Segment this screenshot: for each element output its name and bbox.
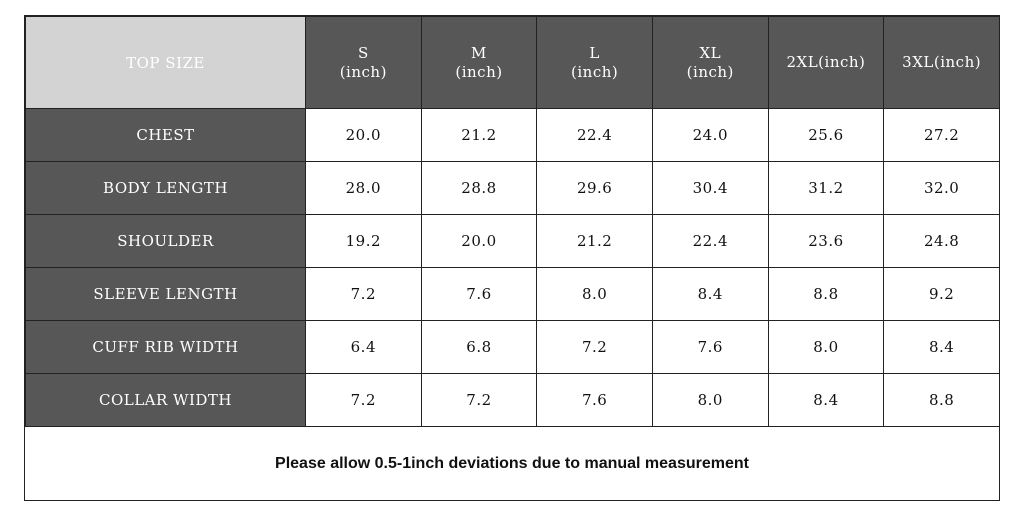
table-row: COLLAR WIDTH 7.2 7.2 7.6 8.0 8.4 8.8 (25, 373, 1000, 427)
size-label: M (471, 43, 487, 62)
table-cell: 24.8 (883, 214, 1000, 268)
size-label: S (357, 43, 369, 62)
table-cell: 6.8 (420, 320, 538, 374)
row-label-shoulder: SHOULDER (25, 214, 306, 268)
table-cell: 7.2 (305, 373, 422, 427)
table-cell: 21.2 (536, 214, 653, 268)
table-cell: 24.0 (651, 108, 769, 162)
table-cell: 8.0 (536, 267, 653, 321)
table-row: CHEST 20.0 21.2 22.4 24.0 25.6 27.2 (25, 108, 1000, 162)
table-cell: 6.4 (305, 320, 422, 374)
size-header-s: S (inch) (305, 16, 422, 109)
table-cell: 7.6 (651, 320, 769, 374)
unit-label: (inch) (455, 62, 503, 81)
size-chart: TOP SIZE S (inch) M (inch) L (inch) XL (inch… (24, 15, 1000, 501)
table-cell: 22.4 (536, 108, 653, 162)
table-cell: 30.4 (651, 161, 769, 215)
table-cell: 20.0 (305, 108, 422, 162)
table-cell: 28.0 (305, 161, 422, 215)
size-header-3xl: 3XL(inch) (883, 16, 1000, 109)
table-cell: 8.4 (883, 320, 1000, 374)
table-row: BODY LENGTH 28.0 28.8 29.6 30.4 31.2 32.… (25, 161, 1000, 215)
row-label-cuff-rib-width: CUFF RIB WIDTH (25, 320, 306, 374)
corner-header: TOP SIZE (25, 16, 306, 109)
table-cell: 8.0 (651, 373, 769, 427)
table-cell: 7.2 (305, 267, 422, 321)
unit-label: (inch) (686, 62, 734, 81)
table-cell: 32.0 (883, 161, 1000, 215)
row-label-body-length: BODY LENGTH (25, 161, 306, 215)
table-row: CUFF RIB WIDTH 6.4 6.8 7.2 7.6 8.0 8.4 (25, 320, 1000, 374)
table-cell: 7.6 (536, 373, 653, 427)
table-row: SHOULDER 19.2 20.0 21.2 22.4 23.6 24.8 (25, 214, 1000, 268)
table-cell: 22.4 (651, 214, 769, 268)
header-row: TOP SIZE S (inch) M (inch) L (inch) XL (inch… (25, 16, 1000, 109)
size-header-2xl: 2XL(inch) (767, 16, 885, 109)
table-cell: 25.6 (767, 108, 885, 162)
row-label-collar-width: COLLAR WIDTH (25, 373, 306, 427)
table-cell: 7.2 (536, 320, 653, 374)
size-label: XL (699, 43, 722, 62)
size-label: 3XL(inch) (902, 53, 982, 71)
table-cell: 9.2 (883, 267, 1000, 321)
table-cell: 20.0 (420, 214, 538, 268)
table-cell: 8.8 (883, 373, 1000, 427)
size-table: TOP SIZE S (inch) M (inch) L (inch) XL (inch… (25, 16, 1000, 427)
table-cell: 8.4 (651, 267, 769, 321)
unit-label: (inch) (339, 62, 387, 81)
table-cell: 23.6 (767, 214, 885, 268)
table-cell: 8.4 (767, 373, 885, 427)
size-label: 2XL(inch) (786, 53, 866, 71)
table-cell: 27.2 (883, 108, 1000, 162)
table-row: SLEEVE LENGTH 7.2 7.6 8.0 8.4 8.8 9.2 (25, 267, 1000, 321)
size-header-m: M (inch) (420, 16, 538, 109)
table-cell: 8.8 (767, 267, 885, 321)
table-cell: 21.2 (420, 108, 538, 162)
row-label-sleeve-length: SLEEVE LENGTH (25, 267, 306, 321)
table-cell: 7.6 (420, 267, 538, 321)
table-cell: 19.2 (305, 214, 422, 268)
size-label: L (589, 43, 600, 62)
measurement-note: Please allow 0.5-1inch deviations due to… (275, 455, 749, 472)
table-cell: 7.2 (420, 373, 538, 427)
size-header-xl: XL (inch) (651, 16, 769, 109)
table-cell: 29.6 (536, 161, 653, 215)
table-cell: 8.0 (767, 320, 885, 374)
unit-label: (inch) (571, 62, 619, 81)
row-label-chest: CHEST (25, 108, 306, 162)
table-cell: 31.2 (767, 161, 885, 215)
size-header-l: L (inch) (536, 16, 653, 109)
table-cell: 28.8 (420, 161, 538, 215)
